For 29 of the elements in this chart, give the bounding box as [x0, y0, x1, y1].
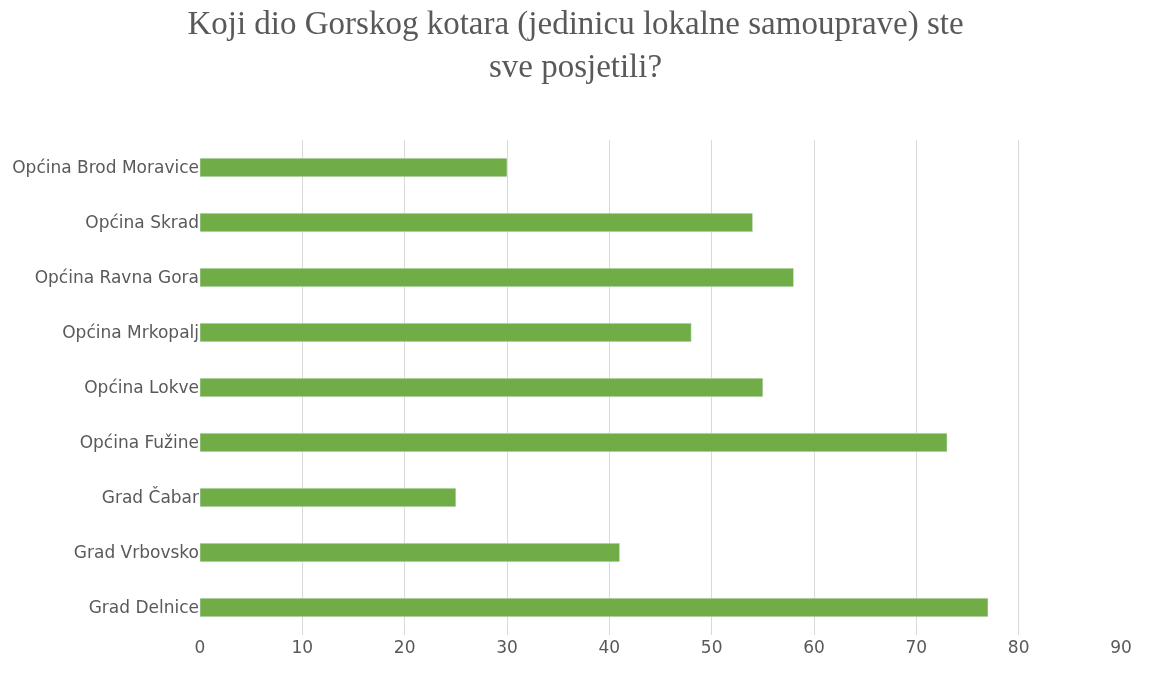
y-tick-label: Općina Fužine [79, 432, 199, 453]
x-tick-label: 0 [194, 637, 206, 657]
x-tick-label: 60 [803, 637, 825, 657]
chart-title: Koji dio Gorskog kotara (jedinicu lokalne samouprave) ste sve posjetili? [187, 4, 964, 84]
x-tick-label: 20 [393, 637, 416, 657]
x-tick-label: 90 [1110, 637, 1132, 657]
x-tick-label: 40 [598, 637, 621, 657]
y-tick-label: Grad Delnice [88, 597, 199, 618]
x-tick-label: 30 [496, 637, 518, 657]
x-tick-label: 80 [1007, 637, 1030, 657]
bar [200, 432, 948, 453]
y-tick-label: Općina Lokve [84, 377, 199, 398]
y-tick-label: Općina Mrkopalj [62, 322, 199, 343]
x-tick-label: 50 [700, 637, 723, 657]
x-tick-label: 70 [905, 637, 928, 657]
y-tick-label: Općina Brod Moravice [12, 157, 199, 178]
bar [200, 322, 692, 343]
bar [200, 267, 794, 288]
y-tick-label: Grad Čabar [101, 486, 200, 508]
bar [200, 157, 508, 178]
y-tick-label: Općina Ravna Gora [34, 267, 199, 288]
y-tick-label: Grad Vrbovsko [73, 542, 199, 563]
bar [200, 377, 764, 398]
bar [200, 487, 457, 508]
y-tick-label: Općina Skrad [85, 212, 199, 233]
bar [200, 597, 989, 618]
x-tick-label: 10 [291, 637, 314, 657]
bar [200, 542, 620, 563]
bar [200, 212, 753, 233]
